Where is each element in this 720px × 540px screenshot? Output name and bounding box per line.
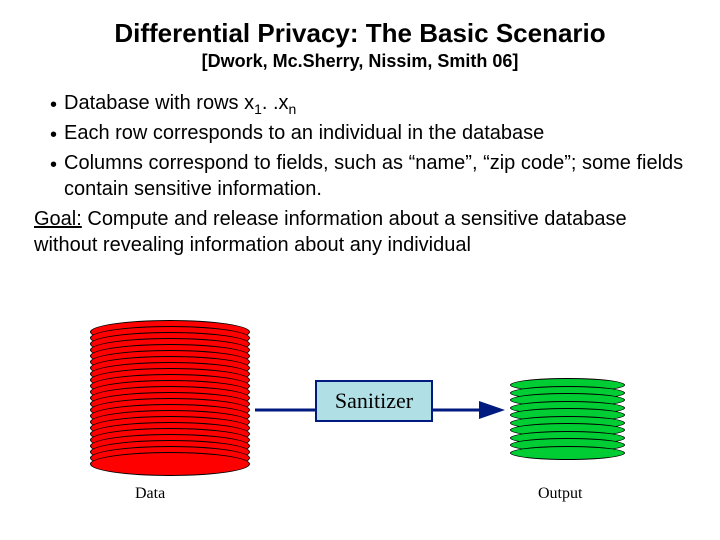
bullet-dot-icon: • (50, 92, 64, 118)
bullet-list: • Database with rows x1. .xn • Each row … (30, 90, 690, 202)
data-cylinder (90, 320, 250, 476)
slide-subtitle: [Dwork, Mc.Sherry, Nissim, Smith 06] (30, 51, 690, 72)
bullet-item: • Columns correspond to fields, such as … (50, 150, 690, 202)
sanitizer-label: Sanitizer (335, 388, 413, 414)
output-cylinder (510, 378, 625, 460)
data-label: Data (135, 485, 165, 503)
bullet-text: Database with rows x1. .xn (64, 90, 690, 118)
slide-title: Differential Privacy: The Basic Scenario (30, 18, 690, 49)
flow-diagram: Sanitizer Data Output (60, 320, 680, 520)
bullet-dot-icon: • (50, 122, 64, 148)
goal-line: Goal: Compute and release information ab… (30, 206, 690, 258)
bullet-text: Columns correspond to fields, such as “n… (64, 150, 690, 202)
bullet-item: • Database with rows x1. .xn (50, 90, 690, 118)
sanitizer-box: Sanitizer (315, 380, 433, 422)
goal-label: Goal: (34, 208, 82, 230)
bullet-item: • Each row corresponds to an individual … (50, 120, 690, 148)
goal-text: Compute and release information about a … (34, 208, 627, 256)
bullet-dot-icon: • (50, 152, 64, 178)
bullet-text: Each row corresponds to an individual in… (64, 120, 690, 146)
output-label: Output (538, 485, 582, 503)
